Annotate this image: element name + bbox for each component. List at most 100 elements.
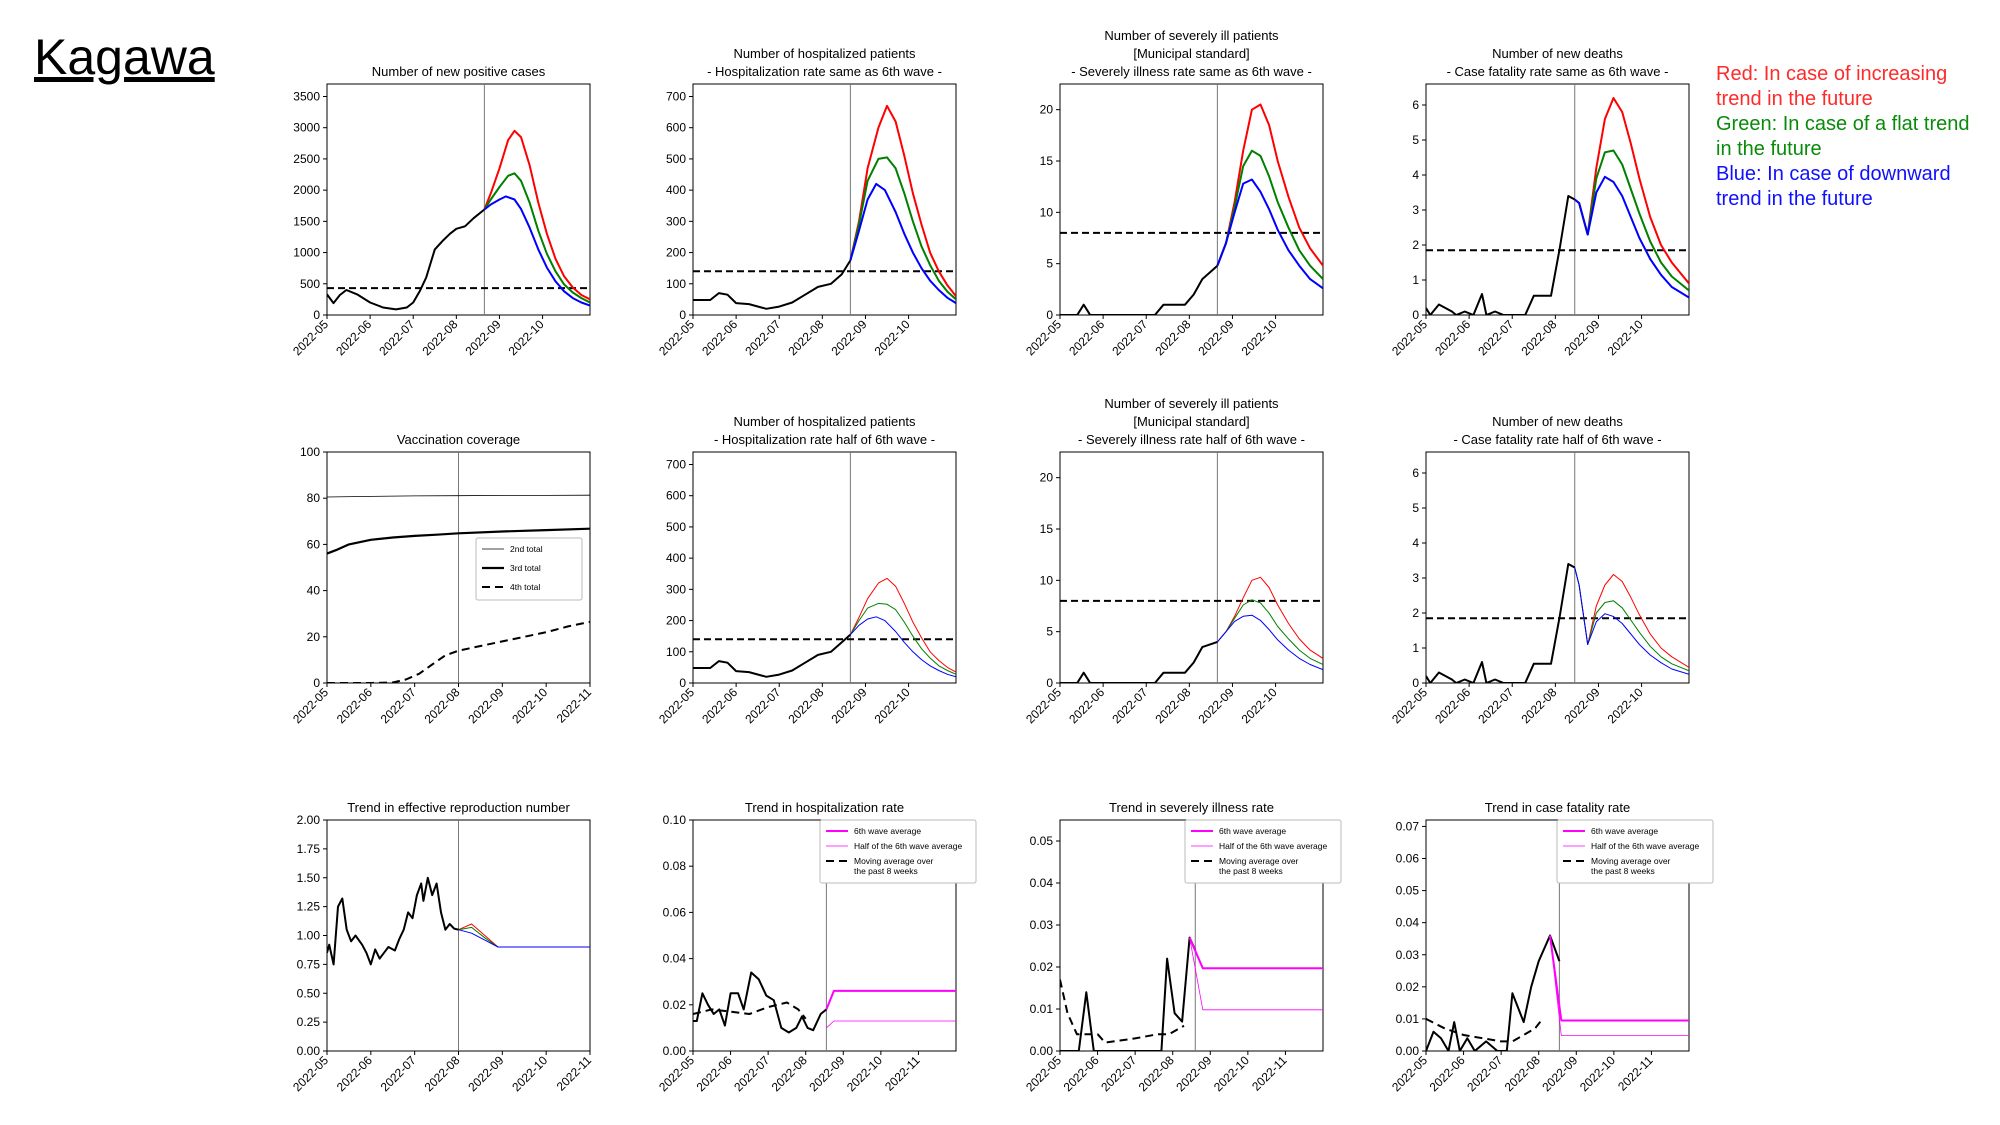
plot-frame [326,83,591,316]
x-tick-label: 2022-07 [378,685,419,726]
series-line [1060,936,1197,1051]
y-tick-label: 1000 [293,246,320,260]
y-tick-label: 40 [307,584,321,598]
x-tick-label: 2022-05 [656,1053,697,1094]
y-tick-label: 0.06 [1396,852,1420,866]
x-tick-label: 2022-09 [1173,1053,1214,1094]
chart-legend: 6th wave average Half of the 6th wave ave… [819,819,977,884]
y-tick-label: 15 [1040,522,1054,536]
y-tick-label: 6 [1412,98,1419,112]
y-tick-label: 1.75 [297,842,321,856]
series-line [1217,599,1323,665]
series-line [1549,935,1689,1022]
x-tick-label: 2022-09 [1196,685,1237,726]
y-tick-label: 0.02 [663,998,687,1012]
plot-area [1426,452,1689,683]
plot-area [693,452,956,683]
x-tick-label: 2022-09 [463,317,504,358]
x-tick-label: 2022-07 [731,1053,772,1094]
plot-area [1060,84,1323,315]
legend-box [475,537,583,601]
legend-note-green: Green: In case of a flat trend in the fu… [1716,113,1970,160]
x-tick-label: 2022-11 [1249,1053,1290,1094]
x-tick-label: 2022-07 [1109,685,1150,726]
plot-frame [1425,451,1690,684]
y-tick-label: 3500 [293,89,320,103]
y-tick-label: 1500 [293,214,320,228]
chart-title: Trend in case fatality rate [1485,800,1630,815]
y-tick-label: 0.05 [1030,834,1054,848]
y-tick-label: 600 [666,489,686,503]
series-line [1574,175,1689,299]
series-line [327,494,590,498]
x-tick-label: 2022-08 [422,1053,463,1094]
plot-area [327,452,590,683]
x-tick-label: 2022-08 [785,317,826,358]
series-line [1188,937,1323,970]
chart-severerate: Trend in severely illness rate 0.00 0.01 0.… [1023,800,1342,1094]
y-tick-label: 15 [1040,154,1054,168]
series-line [826,1020,956,1029]
x-tick-label: 2022-11 [1615,1053,1656,1094]
x-tick-label: 2022-06 [694,1053,735,1094]
y-tick-label: 20 [307,630,321,644]
x-tick-label: 2022-05 [290,1053,331,1094]
series-line [1426,934,1561,1051]
x-tick-label: 2022-05 [1023,685,1064,726]
legend-label: Moving average over [1219,856,1299,866]
x-tick-label: 2022-07 [376,317,417,358]
y-tick-label: 60 [307,537,321,551]
x-tick-label: 2022-08 [1518,685,1559,726]
chart-title: [Municipal standard] [1133,46,1249,61]
series-line [1426,1018,1544,1043]
x-tick-label: 2022-11 [882,1053,923,1094]
y-tick-label: 5 [1046,257,1053,271]
legend-label: Half of the 6th wave average [1219,841,1327,851]
series-line [849,602,956,675]
x-tick-label: 2022-09 [829,685,870,726]
y-tick-label: 100 [666,277,686,291]
x-tick-label: 2022-05 [290,685,331,726]
x-tick-label: 2022-08 [1152,685,1193,726]
series-line [483,129,590,301]
legend-label: the past 8 weeks [854,866,918,876]
y-tick-label: 0.06 [663,905,687,919]
y-tick-label: 700 [666,457,686,471]
series-line [1060,264,1219,315]
chart-title: Number of new positive cases [372,64,546,79]
series-line [849,104,956,297]
y-tick-label: 3000 [293,121,320,135]
series-line [1060,979,1185,1044]
y-tick-label: 3 [1412,203,1419,217]
series-line [327,876,459,966]
y-tick-label: 200 [666,246,686,260]
series-line [1426,563,1576,683]
chart-title: Number of severely ill patients [1104,28,1279,43]
y-tick-label: 10 [1040,205,1054,219]
y-tick-label: 2 [1412,238,1419,252]
y-tick-label: 0.04 [663,952,687,966]
plot-frame [692,83,957,316]
y-tick-label: 100 [666,645,686,659]
y-tick-label: 0.25 [297,1015,321,1029]
plot-area [1426,820,1689,1051]
x-tick-label: 2022-08 [769,1053,810,1094]
y-tick-label: 600 [666,121,686,135]
y-tick-label: 1.25 [297,900,321,914]
chart-title: Number of hospitalized patients [733,46,916,61]
y-tick-label: 1 [1412,641,1419,655]
x-tick-label: 2022-07 [1098,1053,1139,1094]
x-tick-label: 2022-06 [334,1053,375,1094]
y-tick-label: 0 [679,308,686,322]
series-line [327,620,590,683]
series-line [1216,149,1323,280]
legend-box [1184,819,1342,884]
y-tick-label: 1.50 [297,871,321,885]
series-line [1217,576,1323,659]
y-tick-label: 2 [1412,606,1419,620]
x-tick-label: 2022-09 [829,317,870,358]
x-tick-label: 2022-08 [419,317,460,358]
series-line [693,633,852,678]
chart-legend: 6th wave average Half of the 6th wave ave… [1184,819,1342,884]
x-tick-label: 2022-06 [1061,1053,1102,1094]
